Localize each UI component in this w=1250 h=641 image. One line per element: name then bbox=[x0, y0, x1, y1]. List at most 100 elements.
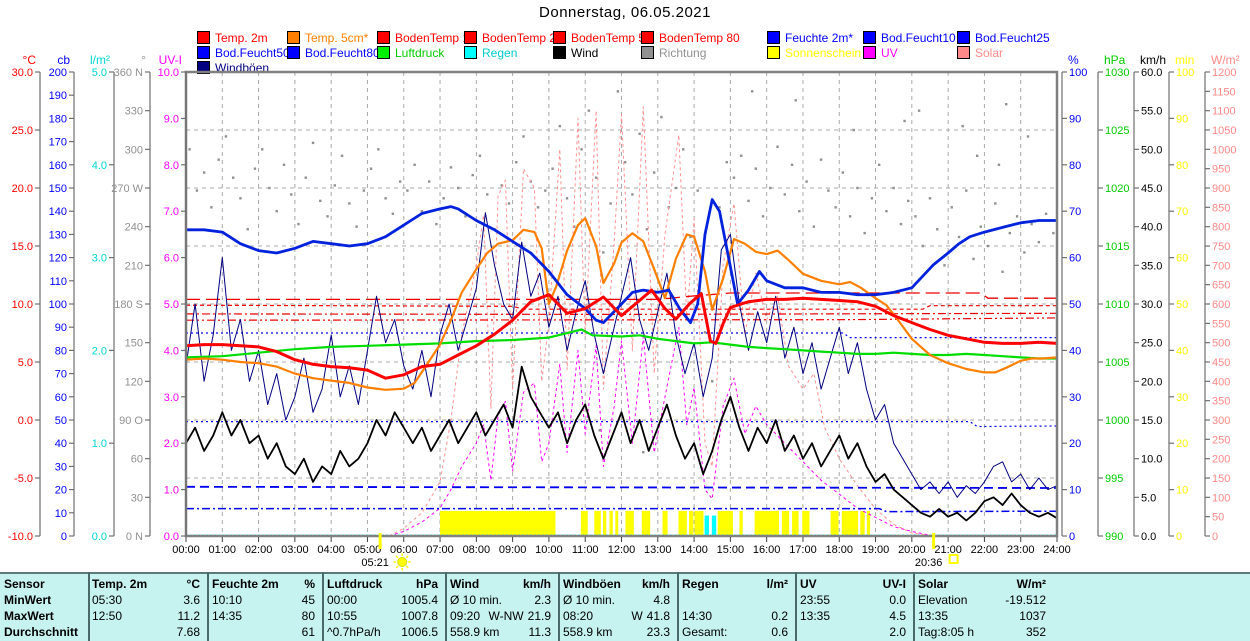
legend-swatch-icon bbox=[377, 31, 390, 44]
series-richtung bbox=[188, 90, 1055, 454]
svg-text:0.0: 0.0 bbox=[92, 531, 107, 543]
legend-item-wind: Wind bbox=[553, 46, 598, 60]
legend: Temp. 2m Temp. 5cm* BodenTemp 10 BodenTemp … bbox=[0, 0, 1250, 76]
legend-label: Temp. 2m bbox=[215, 31, 268, 45]
table-cell-value: 352 bbox=[1025, 625, 1046, 639]
svg-text:°: ° bbox=[141, 53, 146, 67]
weather-chart: -10.0-5.00.05.010.015.020.025.030.0°C010… bbox=[8, 53, 1240, 571]
svg-text:70: 70 bbox=[55, 369, 67, 381]
axis-°: 0 N 30 60 90 O 120 150 180 S 210 240 270 W 300 330 3… bbox=[111, 53, 151, 543]
legend-swatch-icon bbox=[641, 46, 654, 59]
svg-text:-5.0: -5.0 bbox=[14, 473, 33, 485]
table-cell-value: 4.5 bbox=[889, 609, 906, 623]
svg-text:3.0: 3.0 bbox=[92, 253, 107, 265]
table-cell-value: 4.8 bbox=[653, 593, 670, 607]
table-cell-value: 61 bbox=[301, 625, 315, 639]
svg-text:13:00: 13:00 bbox=[644, 544, 672, 556]
svg-text:km/h: km/h bbox=[1140, 53, 1166, 67]
svg-text:5.0: 5.0 bbox=[18, 357, 33, 369]
table-sensor-unit: UV-I bbox=[882, 577, 906, 591]
svg-text:12:00: 12:00 bbox=[608, 544, 636, 556]
svg-text:700: 700 bbox=[1212, 260, 1230, 272]
svg-text:330: 330 bbox=[125, 106, 143, 118]
legend-swatch-icon bbox=[553, 46, 566, 59]
svg-text:800: 800 bbox=[1212, 222, 1230, 234]
svg-text:1015: 1015 bbox=[1105, 241, 1129, 253]
legend-item-bod-feucht80: Bod.Feucht80 bbox=[287, 46, 380, 60]
table-cell-direction: W-NW bbox=[488, 609, 524, 623]
svg-text:20: 20 bbox=[55, 485, 67, 497]
series-bod-feucht80 bbox=[186, 507, 1058, 513]
svg-text:09:00: 09:00 bbox=[499, 544, 527, 556]
legend-swatch-icon bbox=[641, 31, 654, 44]
svg-text:350: 350 bbox=[1212, 396, 1230, 408]
axis-UV-I: 0.0 1.0 2.0 3.0 4.0 5.0 6.0 7.0 8.0 9.0 10.0UV-I bbox=[158, 53, 187, 543]
legend-label: Richtung bbox=[659, 46, 707, 60]
svg-text:70: 70 bbox=[1176, 206, 1188, 218]
svg-text:990: 990 bbox=[1105, 531, 1123, 543]
legend-label: BodenTemp 25 bbox=[482, 31, 563, 45]
legend-item-temp-2m: Temp. 2m bbox=[197, 31, 268, 45]
series-bodentemp-25 bbox=[185, 304, 1057, 310]
legend-label: Feuchte 2m* bbox=[785, 31, 854, 45]
legend-swatch-icon bbox=[464, 31, 477, 44]
legend-swatch-icon bbox=[197, 31, 210, 44]
svg-text:90: 90 bbox=[55, 322, 67, 334]
table-cell-label: Elevation bbox=[918, 593, 968, 607]
table-cell-value: 0.0 bbox=[889, 593, 906, 607]
svg-text:18:00: 18:00 bbox=[825, 544, 853, 556]
legend-item-bodentemp-10: BodenTemp 10 bbox=[377, 31, 476, 45]
axis-W/m²: 0 50 100 150 200 250 300 350 400 450 500 550 600 650 7… bbox=[1204, 53, 1240, 543]
svg-text:30: 30 bbox=[55, 461, 67, 473]
x-axis-labels: 00:00 01:00 02:00 03:00 04:00 05:00 06:00 07:00… bbox=[172, 537, 1071, 556]
table-cell-value: 80 bbox=[301, 609, 315, 623]
svg-text:55.0: 55.0 bbox=[1141, 106, 1162, 118]
sunset-square-icon bbox=[948, 554, 959, 564]
table-cell-value: 2.0 bbox=[889, 625, 906, 639]
table-group-feuchte-2m: Feuchte 2m% 10:10 45 14:35 80 61 bbox=[212, 577, 315, 641]
legend-swatch-icon bbox=[553, 31, 566, 44]
svg-text:950: 950 bbox=[1212, 164, 1230, 176]
svg-text:900: 900 bbox=[1212, 183, 1230, 195]
table-group-luftdruck: Luftdruck hPa 00:00 1005.4 10:55 1007.8 ^0.7hP… bbox=[327, 577, 438, 641]
svg-text:80: 80 bbox=[1176, 160, 1188, 172]
svg-text:20:36: 20:36 bbox=[915, 557, 943, 569]
svg-text:21:00: 21:00 bbox=[934, 544, 962, 556]
svg-text:hPa: hPa bbox=[1104, 53, 1126, 67]
legend-label: Luftdruck bbox=[395, 46, 445, 60]
table-cell-value: 45 bbox=[301, 593, 315, 607]
table-sensor-unit: km/h bbox=[641, 577, 670, 591]
svg-text:180: 180 bbox=[49, 113, 67, 125]
svg-text:200: 200 bbox=[49, 67, 67, 79]
table-sensor-unit: l/m² bbox=[766, 577, 788, 591]
svg-text:24:00: 24:00 bbox=[1043, 544, 1071, 556]
table-cell-value: 0.2 bbox=[771, 609, 788, 623]
svg-text:20.0: 20.0 bbox=[1141, 376, 1162, 388]
svg-text:300: 300 bbox=[1212, 415, 1230, 427]
svg-text:03:00: 03:00 bbox=[281, 544, 309, 556]
svg-text:250: 250 bbox=[1212, 434, 1230, 446]
series-uv bbox=[389, 326, 1057, 537]
svg-text:1020: 1020 bbox=[1105, 183, 1129, 195]
svg-text:14:00: 14:00 bbox=[680, 544, 708, 556]
svg-text:120: 120 bbox=[49, 253, 67, 265]
table-cell-value: 23.3 bbox=[646, 625, 670, 639]
table-cell-label: 558.9 km bbox=[563, 625, 613, 639]
legend-item-sonnenschein: Sonnenschein bbox=[767, 46, 861, 60]
svg-text:995: 995 bbox=[1105, 473, 1123, 485]
svg-text:1010: 1010 bbox=[1105, 299, 1129, 311]
svg-text:30: 30 bbox=[1176, 392, 1188, 404]
svg-text:-10.0: -10.0 bbox=[8, 531, 33, 543]
svg-text:50: 50 bbox=[55, 415, 67, 427]
svg-text:210: 210 bbox=[125, 260, 143, 272]
svg-text:100: 100 bbox=[1176, 67, 1194, 79]
legend-label: Bod.Feucht25 bbox=[975, 31, 1050, 45]
table-separator bbox=[88, 572, 90, 641]
legend-swatch-icon bbox=[863, 31, 876, 44]
svg-text:60: 60 bbox=[55, 392, 67, 404]
table-sensor-name: Solar bbox=[918, 577, 949, 591]
svg-text:170: 170 bbox=[49, 137, 67, 149]
svg-text:15.0: 15.0 bbox=[1141, 415, 1162, 427]
svg-text:80: 80 bbox=[1069, 160, 1081, 172]
svg-text:15.0: 15.0 bbox=[12, 241, 33, 253]
